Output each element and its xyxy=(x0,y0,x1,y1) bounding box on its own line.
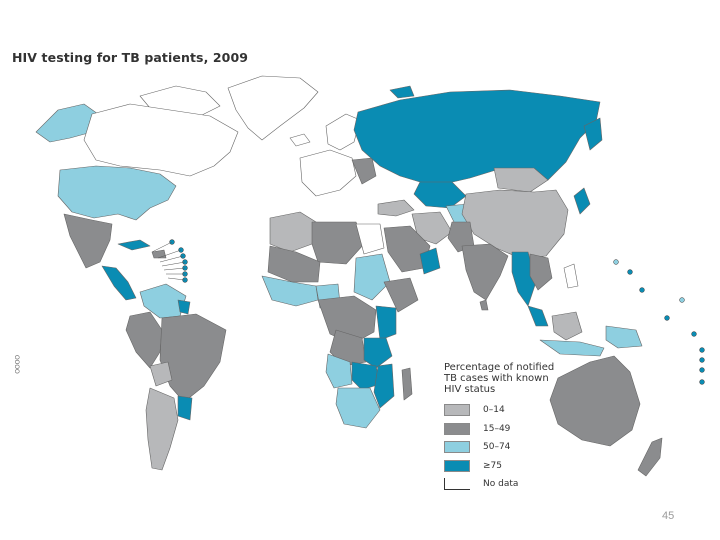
legend-item-no-data: No data xyxy=(444,476,604,492)
legend-item-15-49: 15–49 xyxy=(444,421,604,437)
australia xyxy=(549,355,641,447)
caribbean-leader-lines xyxy=(151,241,186,281)
japan-korea xyxy=(573,187,591,215)
tanzania xyxy=(363,337,393,369)
scandinavia xyxy=(325,113,361,151)
india xyxy=(461,243,509,301)
indochina xyxy=(529,253,553,291)
kamchatka xyxy=(583,117,603,151)
central-africa xyxy=(317,295,377,345)
mongolia xyxy=(493,167,549,193)
paraguay-uruguay xyxy=(177,395,193,421)
iceland xyxy=(289,133,311,147)
eastern-europe xyxy=(351,157,377,185)
east-africa xyxy=(375,305,397,341)
new-guinea xyxy=(605,325,643,349)
sahel xyxy=(267,245,321,283)
yemen-oman xyxy=(419,247,441,275)
legend: Percentage of notified TB cases with kno… xyxy=(444,362,604,495)
greenland xyxy=(227,75,319,141)
legend-swatch xyxy=(444,422,470,435)
indonesia xyxy=(539,339,605,357)
canada xyxy=(83,103,239,177)
china xyxy=(461,189,569,259)
brazil xyxy=(159,313,227,403)
legend-item-0-14: 0–14 xyxy=(444,402,604,418)
argentina-chile xyxy=(145,387,179,471)
legend-swatch xyxy=(444,404,470,416)
cuba xyxy=(117,239,151,251)
horn-of-africa xyxy=(383,277,419,313)
legend-item-75-plus: ≥75 xyxy=(444,458,604,474)
southern-africa xyxy=(335,387,381,429)
borneo xyxy=(551,311,583,341)
mozambique xyxy=(373,363,395,409)
legend-swatch xyxy=(444,478,470,490)
new-zealand xyxy=(637,437,663,477)
angola xyxy=(325,353,353,389)
legend-label: 50–74 xyxy=(483,442,511,452)
hispaniola xyxy=(151,249,167,259)
madagascar xyxy=(401,367,413,401)
central-america xyxy=(101,265,137,301)
page-number: 45 xyxy=(662,510,675,522)
legend-label: 0–14 xyxy=(483,405,505,415)
western-europe xyxy=(299,149,357,197)
north-africa-central xyxy=(311,221,365,265)
legend-label: No data xyxy=(483,479,519,489)
turkey xyxy=(377,199,415,217)
map-title: HIV testing for TB patients, 2009 xyxy=(12,50,249,65)
ecuador-peru xyxy=(125,311,163,369)
mexico xyxy=(63,213,113,269)
legend-label: 15–49 xyxy=(483,423,511,434)
russia xyxy=(353,89,601,185)
philippines xyxy=(563,263,579,289)
legend-swatch xyxy=(444,441,470,453)
guianas xyxy=(177,299,191,315)
russia-islands xyxy=(389,85,415,99)
legend-title: Percentage of notified TB cases with kno… xyxy=(444,362,555,395)
kazakhstan xyxy=(413,181,467,209)
side-mark: OOOO xyxy=(13,355,19,374)
north-africa-west xyxy=(269,211,317,253)
malaysia xyxy=(527,305,549,327)
legend-swatch xyxy=(444,459,470,472)
legend-label: ≥75 xyxy=(483,460,502,471)
island-markers xyxy=(169,239,705,385)
legend-item-50-74: 50–74 xyxy=(444,439,604,455)
usa xyxy=(57,165,177,221)
egypt xyxy=(355,223,385,255)
bolivia xyxy=(149,361,173,387)
zambia-malawi xyxy=(351,361,381,391)
sudan xyxy=(353,253,391,301)
sri-lanka xyxy=(479,299,489,311)
